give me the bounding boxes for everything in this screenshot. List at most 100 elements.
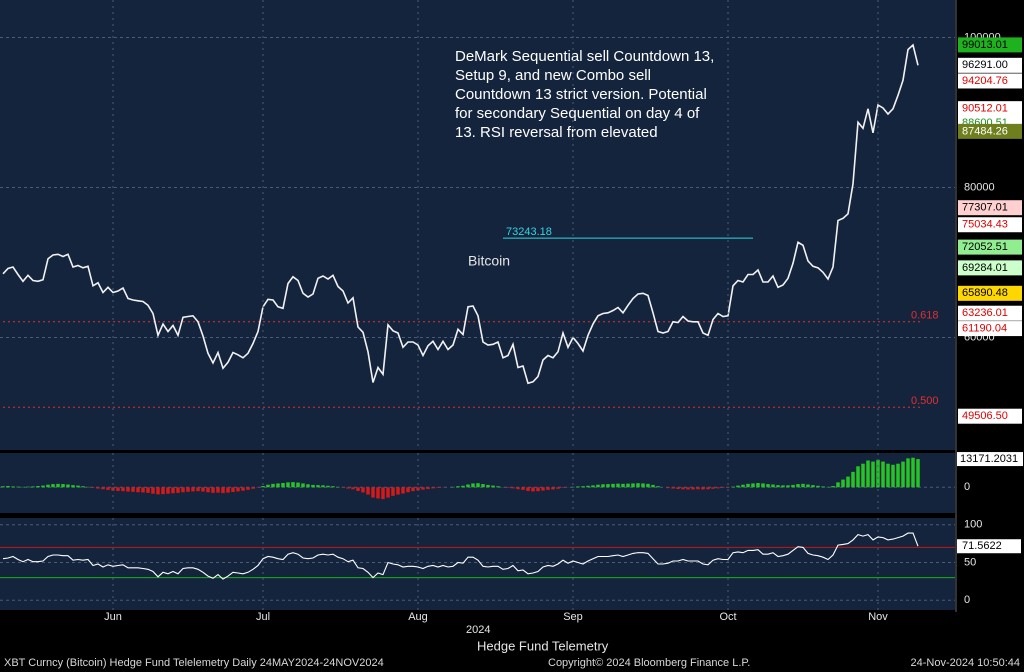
bar xyxy=(611,483,615,488)
level-label: 73243.18 xyxy=(506,226,552,238)
price-label: 77307.01 xyxy=(962,202,1008,214)
bar xyxy=(161,487,165,495)
bar xyxy=(701,487,705,490)
bar xyxy=(76,485,80,488)
bar xyxy=(221,487,225,494)
bar xyxy=(386,487,390,498)
bar xyxy=(906,458,910,488)
bar xyxy=(521,487,525,490)
price-label: 87484.26 xyxy=(962,125,1008,137)
bar xyxy=(6,486,10,488)
bar xyxy=(536,487,540,492)
bar xyxy=(231,487,235,492)
bar xyxy=(656,486,660,488)
x-tick-label: Jul xyxy=(256,611,270,623)
bar xyxy=(346,487,350,489)
x-axis-label: 2024 xyxy=(466,624,490,636)
bar xyxy=(761,483,765,488)
bar xyxy=(396,487,400,495)
bar xyxy=(666,487,670,489)
series-name: Bitcoin xyxy=(468,253,510,269)
bar xyxy=(326,485,330,488)
bar xyxy=(136,487,140,493)
bar xyxy=(891,464,895,488)
bar xyxy=(291,482,295,488)
bar xyxy=(276,483,280,488)
bar xyxy=(116,487,120,491)
bar xyxy=(471,483,475,488)
price-label-box xyxy=(958,37,1022,53)
bar xyxy=(91,487,95,488)
bar xyxy=(841,479,845,488)
price-label: 90512.01 xyxy=(962,103,1008,115)
bar xyxy=(246,487,250,490)
bar xyxy=(491,485,495,488)
bar xyxy=(821,486,825,488)
bar xyxy=(271,483,275,488)
bar xyxy=(691,487,695,490)
bar xyxy=(141,487,145,493)
bar xyxy=(741,484,745,488)
bar xyxy=(16,486,20,488)
bar xyxy=(806,484,810,488)
price-label: 75034.43 xyxy=(962,219,1008,231)
bar xyxy=(306,484,310,488)
bar xyxy=(781,485,785,488)
bar xyxy=(176,487,180,493)
bar xyxy=(151,487,155,494)
bar xyxy=(261,486,265,488)
bar xyxy=(436,487,440,488)
y-tick-label: 50 xyxy=(964,556,976,568)
bar xyxy=(721,487,725,488)
bar xyxy=(406,487,410,493)
bar xyxy=(916,459,920,488)
bar xyxy=(551,487,555,490)
bar xyxy=(216,487,220,493)
bar xyxy=(496,486,500,488)
bar xyxy=(851,471,855,488)
bar xyxy=(71,485,75,488)
price-label: 99013.01 xyxy=(962,39,1008,51)
bar xyxy=(526,487,530,491)
bar xyxy=(426,487,430,489)
bar xyxy=(211,487,215,493)
bar xyxy=(766,484,770,488)
bar xyxy=(581,486,585,488)
bar xyxy=(641,483,645,488)
bar xyxy=(541,487,545,491)
bar xyxy=(786,485,790,488)
bar xyxy=(881,461,885,488)
bar xyxy=(431,487,435,489)
bar xyxy=(456,486,460,488)
bar xyxy=(486,484,490,488)
bar xyxy=(706,487,710,490)
bar xyxy=(846,476,850,488)
series-line xyxy=(2,43,919,385)
bar xyxy=(286,482,290,488)
bar xyxy=(601,484,605,488)
bar xyxy=(716,487,720,489)
bar xyxy=(26,486,30,488)
last-value-label: 71.5622 xyxy=(962,540,1002,552)
footer-right: 24-Nov-2024 10:50:44 xyxy=(911,657,1020,669)
bar xyxy=(466,484,470,488)
bar xyxy=(901,461,905,488)
price-label: 94204.76 xyxy=(962,75,1008,87)
bar xyxy=(51,484,55,488)
price-label-box xyxy=(958,260,1022,276)
bar xyxy=(296,482,300,488)
price-label-box xyxy=(958,239,1022,255)
y-tick-label: 100 xyxy=(964,519,982,531)
bar xyxy=(711,487,715,489)
bar xyxy=(886,463,890,488)
price-label-box xyxy=(958,321,1022,337)
bar xyxy=(196,487,200,492)
bar xyxy=(511,487,515,489)
bar xyxy=(736,485,740,488)
price-label-box xyxy=(958,123,1022,139)
bar xyxy=(191,487,195,492)
bar xyxy=(801,483,805,488)
bar xyxy=(586,485,590,488)
bar xyxy=(106,487,110,490)
